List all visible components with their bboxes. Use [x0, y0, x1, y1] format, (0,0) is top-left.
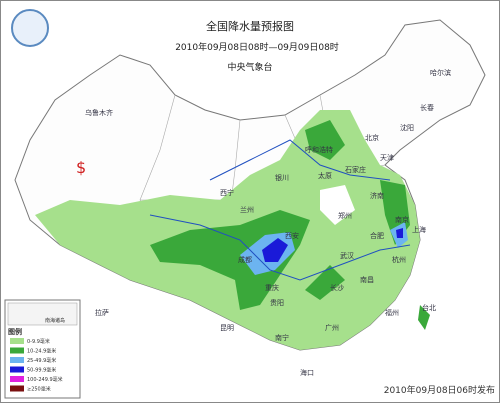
legend-label: 25-49.9毫米 [27, 357, 56, 364]
issuer: 中央气象台 [227, 61, 272, 73]
legend-swatch [10, 357, 24, 363]
title: 全国降水量预报图 [206, 19, 294, 33]
city-label: 重庆 [265, 283, 279, 292]
legend-swatch [10, 385, 24, 392]
city-label: 贵阳 [270, 298, 284, 307]
city-label: 武汉 [340, 251, 354, 260]
legend-label: 100-249.9毫米 [27, 376, 63, 383]
city-label: 太原 [318, 171, 332, 180]
city-label: 西安 [285, 231, 299, 240]
period: 2010年09月08日08时—09月09日08时 [175, 41, 339, 53]
city-label: 兰州 [240, 205, 254, 214]
legend-swatch [10, 338, 24, 344]
inset-map [7, 302, 78, 326]
city-label: 郑州 [338, 212, 352, 220]
city-label: 拉萨 [95, 308, 109, 317]
city-label: 海口 [300, 368, 314, 377]
city-label: 长沙 [330, 283, 344, 292]
inset-label: 南海诸岛 [45, 317, 65, 324]
legend-label: 10-24.9毫米 [27, 348, 56, 355]
city-label: 台北 [422, 303, 436, 312]
footer: 2010年09月08日06时发布 [384, 384, 495, 396]
logo [11, 9, 49, 47]
city-label: 哈尔滨 [430, 68, 451, 77]
city-label: 沈阳 [400, 123, 414, 132]
symbol: $ [76, 158, 86, 177]
city-label: 广州 [325, 323, 339, 332]
city-label: 银川 [275, 173, 289, 182]
legend-label: 0-9.9毫米 [27, 338, 50, 345]
city-label: 乌鲁木齐 [85, 108, 113, 117]
city-label: 长春 [420, 103, 434, 112]
legend-title: 图例 [8, 327, 22, 336]
city-label: 南宁 [275, 333, 289, 342]
city-label: 南京 [395, 215, 409, 224]
legend-swatch [10, 347, 24, 354]
city-label: 福州 [385, 308, 399, 317]
dry-area [320, 185, 355, 225]
city-label: 杭州 [392, 255, 406, 264]
legend-label: ≥250毫米 [27, 386, 51, 393]
city-label: 北京 [365, 133, 379, 142]
city-label: 西宁 [220, 188, 234, 197]
city-label: 呼和浩特 [305, 145, 333, 154]
legend-swatch [10, 366, 24, 373]
city-label: 天津 [380, 154, 394, 162]
city-label: 上海 [412, 225, 426, 234]
legend-label: 50-99.9毫米 [27, 367, 56, 374]
city-label: 南昌 [360, 275, 374, 284]
rain-heavy [240, 222, 408, 275]
rivers [149, 139, 411, 281]
city-label: 合肥 [370, 231, 384, 240]
rain-storm [262, 228, 403, 262]
city-label: 济南 [370, 191, 384, 200]
city-label: 成都 [238, 255, 252, 264]
legend-swatch [10, 376, 24, 382]
city-label: 昆明 [220, 324, 234, 332]
city-label: 石家庄 [345, 165, 366, 174]
rain-moderate-2 [305, 120, 430, 330]
